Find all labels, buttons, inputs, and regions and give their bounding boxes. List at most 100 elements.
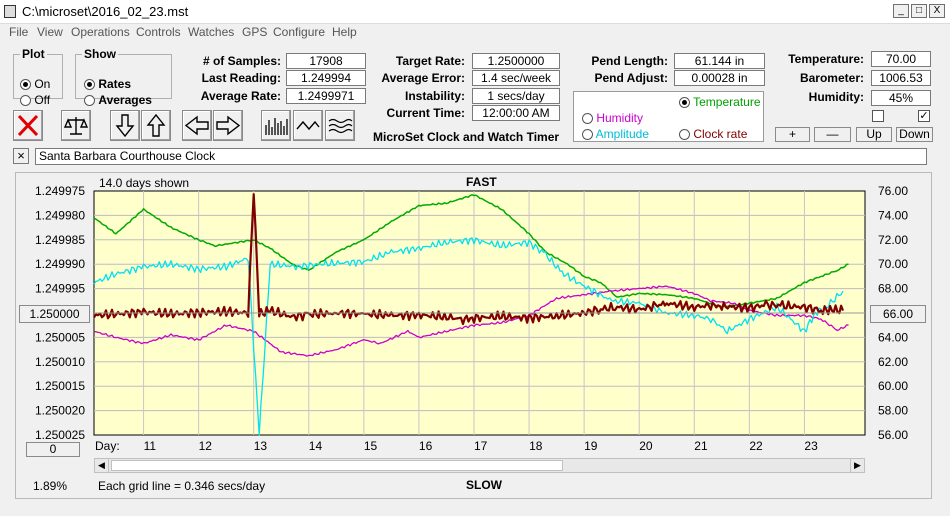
average-error-label: Average Error: [381, 71, 465, 85]
multiwave-button[interactable] [325, 110, 355, 141]
wave-button[interactable] [293, 110, 323, 141]
overlay-amplitude-radio[interactable]: Amplitude [582, 127, 649, 141]
y-left-tick-label: 1.249990 [35, 257, 85, 271]
menu-watches[interactable]: Watches [188, 25, 235, 39]
balance-button[interactable] [61, 110, 91, 141]
y-right-tick-label: 74.00 [878, 208, 908, 222]
plus-button[interactable]: + [775, 127, 810, 142]
x-tick-label: 18 [529, 439, 543, 453]
maximize-button[interactable]: □ [911, 4, 927, 18]
y-right-tick-label: 70.00 [878, 257, 908, 271]
y-left-tick-label: 1.249995 [35, 282, 85, 296]
plot-on-label: On [34, 77, 51, 91]
radio-on-indicator [20, 79, 31, 91]
menu-operations[interactable]: Operations [71, 25, 130, 39]
x-tick-label: 14 [309, 439, 323, 453]
center-rate-button[interactable]: 1.250000 [19, 305, 90, 323]
show-averages-radio[interactable]: Averages [84, 93, 152, 107]
arrow-down-button[interactable] [110, 110, 140, 141]
humidity-label: Humidity: [808, 90, 864, 104]
show-averages-label: Averages [98, 93, 152, 107]
wave-icon [296, 120, 320, 131]
overlay-amplitude-indicator [582, 129, 593, 141]
stop-button[interactable] [13, 110, 43, 141]
overlay-temperature-label: Temperature [693, 95, 761, 109]
clear-name-button[interactable]: × [13, 148, 29, 164]
app-caption: MicroSet Clock and Watch Timer [373, 130, 560, 144]
overlay-clockrate-label: Clock rate [693, 127, 748, 141]
arrow-right-button[interactable] [213, 110, 243, 141]
y-left-tick-label: 1.249980 [35, 208, 85, 222]
menu-bar: File View Operations Controls Watches GP… [0, 24, 950, 42]
series-line-humidity [94, 285, 849, 357]
menu-help[interactable]: Help [332, 25, 357, 39]
y-left-tick-label: 1.250005 [35, 330, 85, 344]
overlay-humidity-radio[interactable]: Humidity [582, 111, 643, 125]
scroll-left-icon[interactable]: ◀ [95, 459, 109, 472]
radio-averages-indicator [84, 95, 95, 107]
x-tick-label: 20 [639, 439, 653, 453]
y-left-tick-label: 1.250025 [35, 428, 85, 442]
series-line-amplitude [93, 237, 844, 436]
histogram-button[interactable] [261, 110, 291, 141]
menu-file[interactable]: File [9, 25, 29, 39]
x-tick-label: 13 [254, 439, 268, 453]
horizontal-scrollbar[interactable]: ◀ ▶ [94, 458, 865, 473]
target-rate-field[interactable]: 1.2500000 [472, 53, 560, 69]
arrow-up-icon [146, 113, 166, 137]
menu-controls[interactable]: Controls [136, 25, 181, 39]
instability-field: 1 secs/day [472, 88, 560, 104]
plot-off-radio[interactable]: Off [20, 93, 50, 107]
clock-name-input[interactable]: Santa Barbara Courthouse Clock [35, 148, 927, 165]
show-rates-label: Rates [98, 77, 132, 91]
y-left-tick-label: 1.250020 [35, 404, 85, 418]
close-button[interactable]: X [929, 4, 945, 18]
down-button[interactable]: Down [896, 127, 933, 142]
menu-configure[interactable]: Configure [273, 25, 326, 39]
days-shown-label: 14.0 days shown [99, 176, 190, 190]
menu-view[interactable]: View [37, 25, 63, 39]
y-left-tick-label: 1.250015 [35, 379, 85, 393]
plot-on-radio[interactable]: On [20, 77, 50, 91]
scroll-thumb[interactable] [111, 460, 563, 471]
overlay-temperature-indicator [679, 97, 690, 109]
menu-gps[interactable]: GPS [242, 25, 268, 39]
center-temp-button[interactable]: 66.00 [870, 305, 926, 323]
checkbox-right[interactable]: ✓ [918, 110, 930, 122]
y-right-tick-label: 64.00 [878, 330, 908, 344]
zero-button[interactable]: 0 [26, 442, 80, 457]
samples-label: # of Samples: [202, 54, 281, 68]
checkbox-left[interactable] [872, 110, 884, 122]
show-rates-radio[interactable]: Rates [84, 77, 131, 91]
x-tick-label: 23 [804, 439, 818, 453]
average-rate-field: 1.2499971 [286, 88, 366, 104]
x-tick-label: 11 [144, 439, 157, 453]
minus-button[interactable]: — [814, 127, 851, 142]
overlay-amplitude-label: Amplitude [595, 127, 650, 141]
barometer-field[interactable]: 1006.53 [871, 70, 931, 86]
balance-scale-icon [63, 117, 89, 135]
arrow-left-button[interactable] [182, 110, 212, 141]
show-legend: Show [84, 47, 116, 61]
temperature-field[interactable]: 70.00 [871, 51, 931, 67]
scroll-right-icon[interactable]: ▶ [850, 459, 864, 472]
overlay-clockrate-radio[interactable]: Clock rate [679, 127, 747, 141]
percent-label: 1.89% [33, 479, 68, 493]
y-left-tick-label: 1.250010 [35, 355, 85, 369]
x-tick-label: 22 [749, 439, 763, 453]
arrow-up-button[interactable] [141, 110, 171, 141]
overlay-temperature-radio[interactable]: Temperature [679, 95, 761, 109]
x-tick-label: 17 [474, 439, 488, 453]
up-button[interactable]: Up [856, 127, 892, 142]
samples-field: 17908 [286, 53, 366, 69]
humidity-field[interactable]: 45% [871, 90, 931, 106]
minimize-button[interactable]: _ [893, 4, 909, 18]
target-rate-label: Target Rate: [395, 54, 465, 68]
arrow-left-icon [184, 115, 209, 136]
plot-legend: Plot [22, 47, 45, 61]
last-reading-field: 1.249994 [286, 70, 366, 86]
pend-length-field[interactable]: 61.144 in [674, 53, 765, 69]
app-icon [4, 5, 16, 18]
title-bar: C:\microset\2016_02_23.mst _ □ X [0, 0, 950, 24]
arrow-right-icon [216, 115, 241, 136]
